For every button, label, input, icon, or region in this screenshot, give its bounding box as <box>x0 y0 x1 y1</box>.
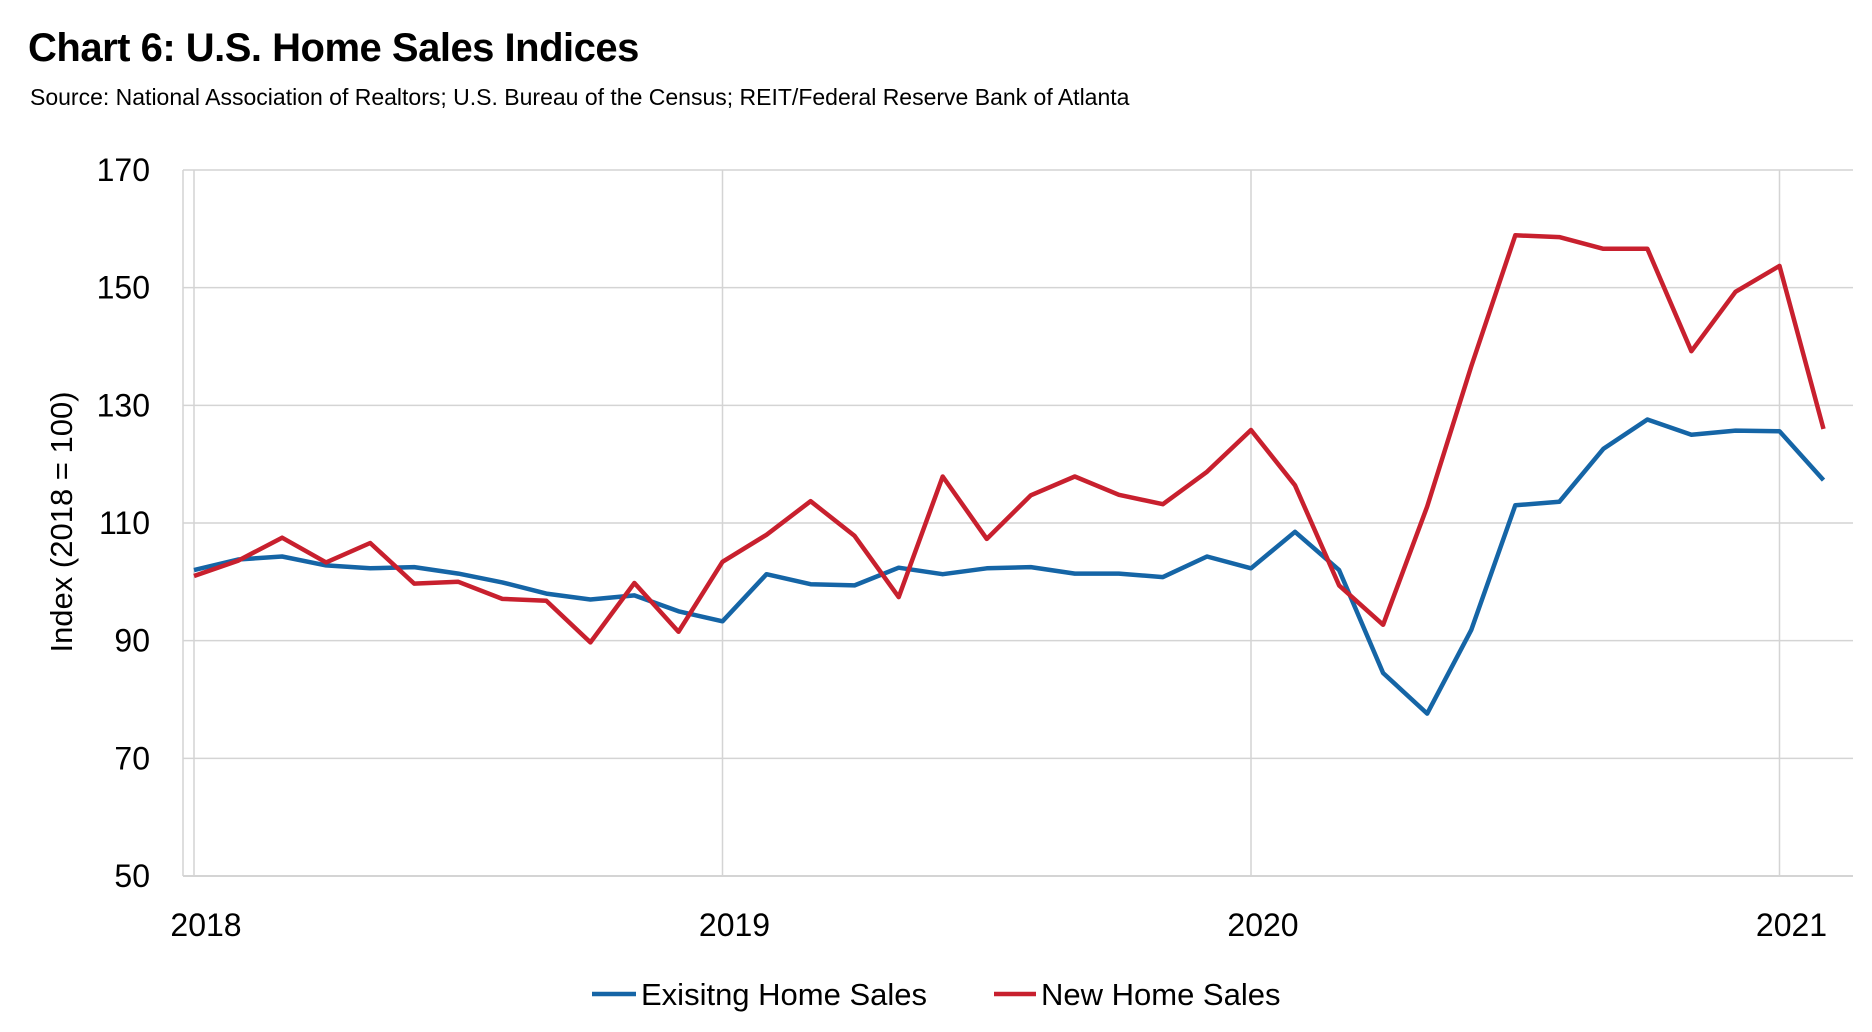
y-tick-label: 90 <box>114 623 150 659</box>
axes <box>182 170 1853 877</box>
legend-label: New Home Sales <box>1041 977 1280 1012</box>
x-tick-label: 2021 <box>1756 907 1827 943</box>
series-line-existing-home-sales <box>193 417 1826 716</box>
series-line-new-home-sales <box>193 233 1826 645</box>
y-tick-label: 70 <box>114 740 150 776</box>
legend-item: Exisitng Home Sales <box>592 977 927 1012</box>
legend: Exisitng Home Sales New Home Sales <box>592 977 1280 1012</box>
legend-label: Exisitng Home Sales <box>641 977 927 1012</box>
x-tick-labels: 2018 2019 2020 2021 <box>170 907 1827 943</box>
y-tick-label: 130 <box>97 387 150 423</box>
chart-subtitle: Source: National Association of Realtors… <box>30 84 1130 110</box>
y-tick-label: 110 <box>99 505 150 541</box>
y-axis-label: Index (2018 = 100) <box>44 391 79 652</box>
x-tick-label: 2019 <box>699 907 770 943</box>
x-tick-label: 2018 <box>170 907 241 943</box>
x-tick-label: 2020 <box>1227 907 1298 943</box>
gridlines <box>183 169 1853 876</box>
chart-title: Chart 6: U.S. Home Sales Indices <box>28 26 639 70</box>
y-tick-labels: 50 70 90 110 130 150 170 <box>97 152 150 894</box>
y-tick-label: 150 <box>97 270 150 306</box>
y-tick-label: 170 <box>97 152 150 188</box>
y-tick-label: 50 <box>114 858 150 894</box>
legend-item: New Home Sales <box>994 977 1280 1012</box>
series-lines <box>193 233 1826 716</box>
